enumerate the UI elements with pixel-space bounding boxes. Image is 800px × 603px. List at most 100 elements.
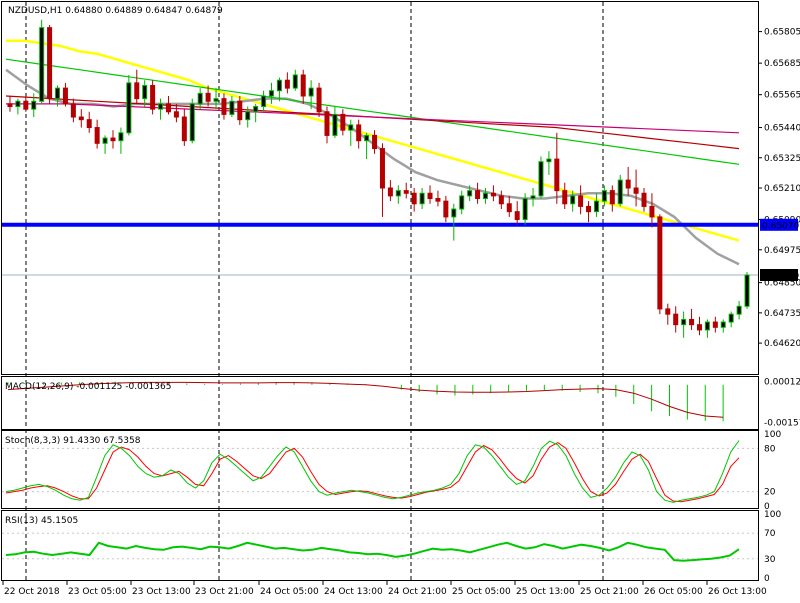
candle-body xyxy=(419,192,425,205)
candle xyxy=(62,82,68,107)
candle xyxy=(506,195,512,217)
candle xyxy=(372,130,378,154)
price-axis-tick-label: 0.64975 xyxy=(764,246,800,256)
candle-body xyxy=(562,190,568,205)
candle xyxy=(586,201,592,223)
price-pane-title: NZDUSD,H1 0.64880 0.64889 0.64847 0.6487… xyxy=(8,6,223,16)
candle-body xyxy=(62,87,68,105)
candle-body xyxy=(482,192,488,200)
candle xyxy=(427,185,433,204)
candle-body xyxy=(689,318,695,326)
support-price-label: 0.65070 xyxy=(762,221,799,231)
rsi-axis-tick-label: 30 xyxy=(764,555,776,565)
candle-body xyxy=(435,198,441,202)
candle xyxy=(15,98,21,115)
candle xyxy=(221,93,227,120)
price-axis-tick-label: 0.65565 xyxy=(764,91,800,101)
ma-green-line xyxy=(5,58,740,165)
candle xyxy=(276,77,282,102)
candle xyxy=(197,88,203,110)
last-price-label-bg xyxy=(760,269,798,282)
rsi-axis-tick-label: 0 xyxy=(764,574,770,584)
time-axis-tick-label: 25 Oct 13:00 xyxy=(516,587,575,597)
candle xyxy=(617,174,623,207)
candle xyxy=(181,109,187,146)
candle xyxy=(712,316,718,333)
candle xyxy=(593,193,599,217)
candle-body xyxy=(94,127,100,144)
candle xyxy=(308,80,314,110)
candle-body xyxy=(601,190,607,202)
stoch-pane-title: Stoch(8,3,3) 91.4330 67.5358 xyxy=(5,436,141,446)
candle-body xyxy=(593,200,599,213)
candle-body xyxy=(538,161,544,197)
candle-body xyxy=(292,74,298,89)
candle-body xyxy=(736,305,742,315)
candle xyxy=(562,182,568,210)
candle xyxy=(300,69,306,104)
candle xyxy=(102,135,108,154)
candle-body xyxy=(673,313,679,326)
candle-body xyxy=(102,137,108,144)
stoch-axis-tick-label: 20 xyxy=(764,488,776,498)
candle xyxy=(403,182,409,199)
candle xyxy=(609,185,615,212)
candle-body xyxy=(229,100,235,115)
candle-body xyxy=(578,195,584,207)
time-axis-tick-label: 26 Oct 13:00 xyxy=(708,587,767,597)
candle xyxy=(70,98,76,123)
candle-body xyxy=(372,134,378,150)
candle xyxy=(118,127,124,154)
candle xyxy=(292,69,298,91)
candle-body xyxy=(554,158,560,192)
candle xyxy=(744,272,750,309)
candle xyxy=(269,82,275,104)
candle-body xyxy=(696,324,702,331)
rsi-pane xyxy=(1,510,759,581)
candle-body xyxy=(332,113,338,136)
candle-body xyxy=(586,205,592,213)
macd-pane-title: MACD(12,26,9) -0.001125 -0.001365 xyxy=(5,382,171,392)
candle-body xyxy=(245,111,251,121)
candle-body xyxy=(142,84,148,100)
candle xyxy=(55,85,61,107)
candle-body xyxy=(7,103,13,108)
candle-body xyxy=(403,190,409,194)
candle-body xyxy=(55,87,61,100)
candle xyxy=(451,203,457,241)
candle-body xyxy=(514,211,520,221)
candle-body xyxy=(490,192,496,197)
candle xyxy=(78,109,84,128)
candle-body xyxy=(617,179,623,205)
candle-body xyxy=(720,321,726,328)
candle xyxy=(704,319,710,338)
candle xyxy=(237,96,243,125)
candle-body xyxy=(340,113,346,131)
stoch-signal-line xyxy=(5,442,740,503)
candle xyxy=(332,106,338,139)
candle-body xyxy=(118,132,124,142)
candle xyxy=(649,193,655,228)
candle-body xyxy=(316,87,322,113)
macd-signal-line xyxy=(7,381,724,418)
candle xyxy=(498,190,504,210)
candle-body xyxy=(165,103,171,113)
candle-body xyxy=(15,100,21,108)
time-axis-tick-label: 23 Oct 13:00 xyxy=(132,587,191,597)
candle-body xyxy=(506,203,512,213)
candle xyxy=(253,103,259,123)
stoch-axis-tick-label: 80 xyxy=(764,444,776,454)
candle-body xyxy=(625,179,631,189)
candle-body xyxy=(467,190,473,197)
price-axis-tick-label: 0.65685 xyxy=(764,59,800,69)
candle-body xyxy=(498,195,504,205)
last-price-label: 0.64879 xyxy=(762,272,799,282)
candle xyxy=(142,80,148,107)
candle-body xyxy=(253,106,259,113)
candle-body xyxy=(665,308,671,315)
candle-body xyxy=(150,84,156,110)
candle-body xyxy=(86,119,92,129)
candle xyxy=(245,106,251,128)
candle xyxy=(625,166,631,196)
